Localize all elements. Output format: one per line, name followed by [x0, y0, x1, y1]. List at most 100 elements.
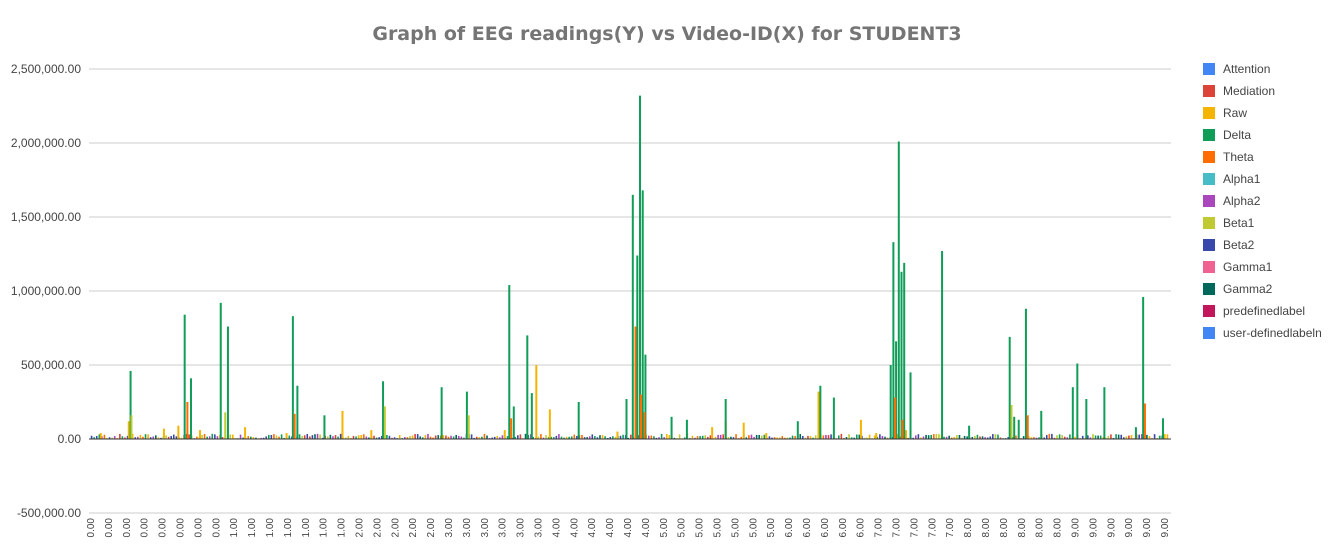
bar-noise — [113, 436, 116, 439]
bar-noise — [1058, 434, 1061, 439]
bar-noise — [347, 435, 350, 439]
bar-raw — [616, 431, 619, 439]
bar-noise — [1117, 434, 1120, 439]
bar-noise — [375, 437, 378, 439]
legend-label: Delta — [1223, 128, 1251, 142]
bar-delta — [724, 399, 727, 439]
legend: Attention Mediation Raw Delta Theta Alpha1 Alp… — [1203, 62, 1322, 340]
bar-noise — [514, 436, 517, 439]
bar-noise — [591, 434, 594, 439]
bar-noise — [309, 436, 311, 439]
bar-noise — [493, 436, 496, 439]
bar-delta — [819, 385, 822, 439]
legend-swatch — [1203, 261, 1215, 273]
bar-noise — [288, 435, 291, 439]
bar-delta — [1013, 416, 1016, 439]
x-tick-label: 9.00 — [1071, 518, 1082, 538]
bar-raw — [127, 421, 130, 439]
bar-delta — [796, 421, 799, 439]
bar-noise — [419, 436, 422, 439]
y-tick-label: 1,500,000.00 — [11, 210, 81, 224]
legend-label: predefinedlabel — [1223, 304, 1305, 318]
bar-noise — [794, 435, 796, 439]
bar-noise — [802, 436, 804, 439]
x-tick-label: 0.00 — [193, 518, 204, 538]
bar-noise — [357, 435, 360, 439]
bar-raw — [711, 427, 714, 439]
bar-noise — [938, 434, 940, 439]
bar-noise — [416, 434, 419, 439]
bar-noise — [953, 436, 956, 439]
bar-noise — [717, 434, 719, 439]
bar-noise — [609, 436, 612, 439]
x-tick-label: 1.00 — [283, 518, 294, 538]
bar-delta — [440, 387, 443, 439]
bar-noise — [827, 435, 830, 439]
bar-noise — [388, 435, 391, 439]
bar-noise — [1051, 433, 1053, 439]
x-tick-label: 8.00 — [999, 518, 1010, 538]
bar-noise — [604, 436, 606, 439]
bar-noise — [537, 436, 540, 439]
bar-noise — [450, 435, 452, 439]
bar-noise — [154, 435, 157, 439]
bar-noise — [932, 434, 935, 439]
bar-noise — [981, 436, 984, 439]
bar-noise — [481, 436, 483, 439]
bar-noise — [994, 434, 997, 439]
bar-noise — [1087, 435, 1089, 439]
legend-label: Attention — [1223, 62, 1270, 76]
bar-delta — [1085, 399, 1088, 439]
bar-noise — [997, 434, 999, 439]
bar-noise — [540, 434, 542, 439]
bar-noise — [303, 435, 306, 439]
bar-noise — [137, 436, 139, 439]
bar-delta — [323, 415, 326, 439]
bar-theta — [643, 412, 646, 439]
bar-noise — [160, 437, 162, 439]
bar-noise — [452, 436, 455, 439]
x-tick-label: 1.00 — [265, 518, 276, 538]
bar-delta — [639, 95, 642, 439]
bar-noise — [1099, 435, 1102, 439]
x-tick-label: 9.00 — [1088, 518, 1099, 538]
bar-delta — [941, 251, 944, 439]
x-tick-label: 1.00 — [247, 518, 258, 538]
bar-theta — [639, 394, 642, 439]
bar-delta — [670, 416, 673, 439]
bar-noise — [1056, 435, 1058, 439]
bar-noise — [352, 435, 355, 439]
bar-noise — [398, 435, 401, 439]
bar-noise — [650, 435, 653, 439]
bar-delta — [892, 242, 895, 439]
x-tick-label: 2.00 — [426, 518, 437, 538]
bar-noise — [570, 436, 573, 439]
bar-noise — [126, 435, 129, 439]
bar-noise — [1069, 434, 1071, 439]
legend-label: Beta1 — [1223, 216, 1255, 230]
bar-noise — [804, 437, 807, 439]
x-tick-label: 3.00 — [534, 518, 545, 538]
bar-noise — [196, 436, 198, 439]
bar-noise — [208, 436, 211, 439]
bar-noise — [653, 436, 655, 439]
bar-noise — [249, 436, 252, 439]
bar-raw — [370, 430, 373, 439]
bar-noise — [917, 434, 920, 439]
bar-noise — [799, 434, 802, 439]
bar-noise — [699, 436, 701, 439]
bar-noise — [1089, 437, 1092, 439]
bar-noise — [108, 437, 111, 439]
bar-noise — [748, 435, 750, 439]
x-tick-label: 3.00 — [516, 518, 527, 538]
x-tick-label: 1.00 — [337, 518, 348, 538]
bar-noise — [1125, 436, 1128, 439]
bar-noise — [1094, 435, 1097, 439]
bar-noise — [963, 436, 966, 439]
bar-noise — [1164, 433, 1166, 439]
bar-noise — [314, 434, 316, 439]
x-tick-label: 7.00 — [945, 518, 956, 538]
bar-noise — [393, 437, 396, 439]
bar-delta — [465, 391, 468, 439]
y-tick-label: 0.00 — [58, 432, 82, 446]
